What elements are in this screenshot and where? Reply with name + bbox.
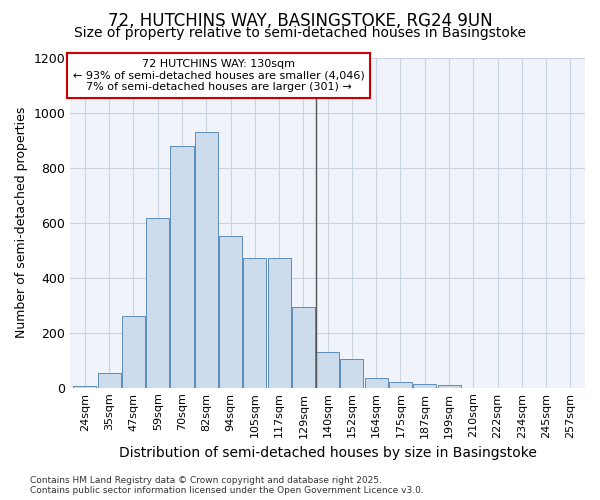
Bar xyxy=(316,352,339,388)
Bar xyxy=(389,382,412,388)
X-axis label: Distribution of semi-detached houses by size in Basingstoke: Distribution of semi-detached houses by … xyxy=(119,446,536,460)
Bar xyxy=(170,146,194,388)
Bar xyxy=(437,385,461,388)
Bar xyxy=(98,372,121,388)
Text: Size of property relative to semi-detached houses in Basingstoke: Size of property relative to semi-detach… xyxy=(74,26,526,40)
Bar xyxy=(292,306,315,388)
Text: 72 HUTCHINS WAY: 130sqm
← 93% of semi-detached houses are smaller (4,046)
7% of : 72 HUTCHINS WAY: 130sqm ← 93% of semi-de… xyxy=(73,59,364,92)
Bar xyxy=(243,258,266,388)
Text: Contains HM Land Registry data © Crown copyright and database right 2025.
Contai: Contains HM Land Registry data © Crown c… xyxy=(30,476,424,495)
Bar xyxy=(365,378,388,388)
Bar xyxy=(413,384,436,388)
Y-axis label: Number of semi-detached properties: Number of semi-detached properties xyxy=(15,107,28,338)
Bar xyxy=(195,132,218,388)
Bar xyxy=(146,218,169,388)
Text: 72, HUTCHINS WAY, BASINGSTOKE, RG24 9UN: 72, HUTCHINS WAY, BASINGSTOKE, RG24 9UN xyxy=(107,12,493,30)
Bar xyxy=(73,386,97,388)
Bar xyxy=(122,316,145,388)
Bar xyxy=(219,236,242,388)
Bar xyxy=(268,258,290,388)
Bar xyxy=(340,359,364,388)
